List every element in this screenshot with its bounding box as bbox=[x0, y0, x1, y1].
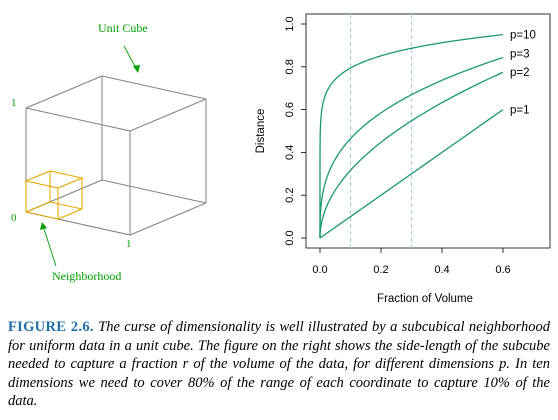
series-line-p1 bbox=[319, 109, 504, 239]
unit-cube-label: Unit Cube bbox=[98, 21, 148, 35]
distance-chart: p=10p=3p=2p=1 0.0 0.2 0.4 0.6 0.00.20.40.60… bbox=[255, 13, 551, 305]
caption-label: FIGURE 2.6. bbox=[8, 319, 94, 335]
x-axis: 0.0 0.2 0.4 0.6 bbox=[312, 248, 511, 276]
cube-edge bbox=[25, 75, 103, 109]
cube-edge bbox=[129, 98, 207, 132]
y-tick-label: 0.6 bbox=[284, 102, 296, 117]
cube-tick-0: 0 bbox=[11, 212, 17, 224]
y-axis: 0.0 0.2 0.4 0.6 0.8 1.0 bbox=[284, 16, 306, 246]
y-tick-label: 0.8 bbox=[284, 59, 296, 74]
neighborhood-top-face bbox=[24, 170, 84, 189]
y-tick-label: 0.4 bbox=[284, 145, 296, 160]
series-line-p3 bbox=[319, 56, 504, 238]
series-label: p=10 bbox=[510, 30, 536, 42]
plot-frame bbox=[305, 13, 551, 249]
y-tick-label: 0.0 bbox=[284, 230, 296, 245]
unit-cube-arrowhead-icon bbox=[133, 65, 140, 73]
neighborhood-edge bbox=[25, 201, 51, 213]
y-tick-label: 0.2 bbox=[284, 188, 296, 203]
y-tick-label: 1.0 bbox=[284, 16, 296, 31]
series-label: p=2 bbox=[510, 67, 530, 79]
x-axis-label: Fraction of Volume bbox=[377, 293, 473, 305]
neighborhood-arrow-line bbox=[42, 225, 57, 267]
reference-lines bbox=[350, 14, 412, 248]
cube-tick-1-left: 1 bbox=[11, 97, 17, 109]
x-tick-label: 0.0 bbox=[312, 264, 327, 276]
cube-edge bbox=[25, 107, 131, 132]
series-label: p=3 bbox=[510, 49, 530, 61]
neighborhood-edge bbox=[57, 208, 83, 220]
neighborhood-arrowhead-icon bbox=[40, 222, 47, 230]
series-label: p=1 bbox=[510, 105, 530, 117]
caption-body: The curse of dimensionality is well illu… bbox=[8, 319, 550, 409]
unit-cube bbox=[25, 75, 207, 236]
series-labels: p=10 p=3 p=2 p=1 bbox=[510, 30, 536, 117]
neighborhood-label: Neighborhood bbox=[52, 269, 121, 283]
neighborhood-edge bbox=[49, 201, 83, 210]
x-tick-label: 0.6 bbox=[495, 264, 510, 276]
neighborhood-edge bbox=[25, 211, 59, 220]
cube-tick-1-bottom: 1 bbox=[126, 238, 132, 250]
cube-edge bbox=[129, 202, 207, 236]
cube-edge bbox=[101, 179, 207, 204]
x-tick-label: 0.2 bbox=[373, 264, 388, 276]
series-line-p10 bbox=[319, 34, 504, 238]
figure-caption: FIGURE 2.6. The curse of dimensionality … bbox=[8, 318, 550, 411]
unit-cube-illustration: Unit Cube Neighborhood 1 0 1 bbox=[11, 21, 207, 283]
cube-annotations: Unit Cube Neighborhood 1 0 1 bbox=[11, 21, 148, 283]
x-tick-label: 0.4 bbox=[434, 264, 449, 276]
series-line-p2 bbox=[319, 71, 504, 238]
neighborhood-cube bbox=[24, 170, 84, 220]
cube-edge bbox=[101, 75, 207, 100]
y-axis-label: Distance bbox=[255, 109, 267, 154]
series-lines bbox=[319, 34, 504, 239]
